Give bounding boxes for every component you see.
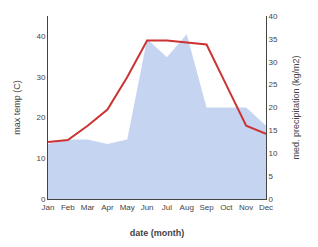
svg-text:Apr: Apr [101, 203, 114, 212]
svg-text:Nov: Nov [239, 203, 253, 212]
svg-text:5: 5 [269, 172, 274, 181]
svg-text:Dec: Dec [259, 203, 273, 212]
svg-text:Jan: Jan [42, 203, 55, 212]
svg-text:0: 0 [41, 195, 46, 204]
svg-text:Sep: Sep [199, 203, 214, 212]
svg-text:Oct: Oct [220, 203, 233, 212]
svg-text:Mar: Mar [81, 203, 95, 212]
svg-text:max temp (C): max temp (C) [12, 80, 22, 135]
svg-text:date (month): date (month) [130, 228, 185, 238]
svg-text:0: 0 [269, 195, 274, 204]
svg-text:Aug: Aug [180, 203, 194, 212]
svg-text:Feb: Feb [61, 203, 75, 212]
svg-text:40: 40 [36, 32, 45, 41]
svg-text:25: 25 [269, 80, 278, 89]
svg-text:20: 20 [36, 113, 45, 122]
svg-text:20: 20 [269, 103, 278, 112]
svg-text:Jul: Jul [162, 203, 172, 212]
svg-text:Jun: Jun [141, 203, 154, 212]
svg-text:10: 10 [269, 149, 278, 158]
svg-text:40: 40 [269, 12, 278, 21]
svg-text:15: 15 [269, 126, 278, 135]
svg-text:10: 10 [36, 154, 45, 163]
svg-text:30: 30 [36, 73, 45, 82]
svg-text:30: 30 [269, 58, 278, 67]
svg-text:med. precipitation (kg/m2): med. precipitation (kg/m2) [291, 55, 301, 159]
svg-text:May: May [120, 203, 135, 212]
svg-text:35: 35 [269, 35, 278, 44]
